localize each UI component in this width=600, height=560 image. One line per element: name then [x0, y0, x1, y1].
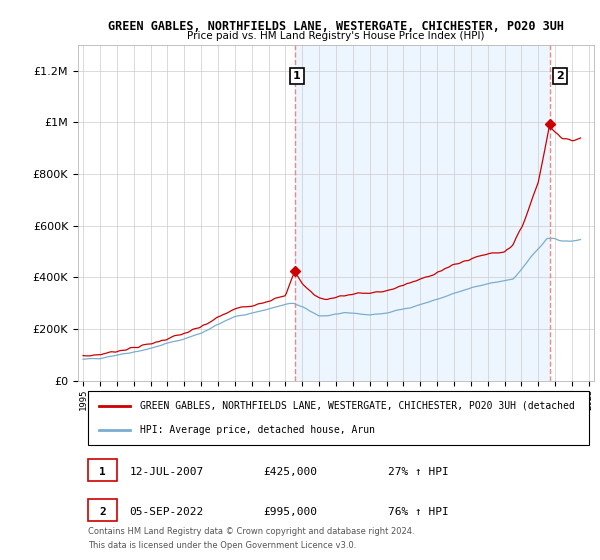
- Text: This data is licensed under the Open Government Licence v3.0.: This data is licensed under the Open Gov…: [88, 541, 356, 550]
- Text: 2: 2: [556, 71, 564, 81]
- Text: 1: 1: [99, 466, 106, 477]
- Text: 27% ↑ HPI: 27% ↑ HPI: [388, 466, 448, 477]
- Bar: [88, 499, 116, 521]
- Text: 2: 2: [99, 507, 106, 517]
- Text: 12-JUL-2007: 12-JUL-2007: [130, 466, 204, 477]
- Bar: [295, 45, 550, 381]
- Text: Contains HM Land Registry data © Crown copyright and database right 2024.: Contains HM Land Registry data © Crown c…: [88, 528, 415, 536]
- Text: £995,000: £995,000: [264, 507, 318, 517]
- Text: Price paid vs. HM Land Registry's House Price Index (HPI): Price paid vs. HM Land Registry's House …: [187, 31, 485, 41]
- Text: 05-SEP-2022: 05-SEP-2022: [130, 507, 204, 517]
- Text: £425,000: £425,000: [264, 466, 318, 477]
- Text: HPI: Average price, detached house, Arun: HPI: Average price, detached house, Arun: [140, 424, 375, 435]
- Text: 76% ↑ HPI: 76% ↑ HPI: [388, 507, 448, 517]
- Text: GREEN GABLES, NORTHFIELDS LANE, WESTERGATE, CHICHESTER, PO20 3UH (detached: GREEN GABLES, NORTHFIELDS LANE, WESTERGA…: [140, 401, 575, 411]
- Text: GREEN GABLES, NORTHFIELDS LANE, WESTERGATE, CHICHESTER, PO20 3UH: GREEN GABLES, NORTHFIELDS LANE, WESTERGA…: [108, 20, 564, 32]
- Bar: [88, 391, 589, 445]
- Text: 1: 1: [293, 71, 301, 81]
- Bar: [88, 459, 116, 480]
